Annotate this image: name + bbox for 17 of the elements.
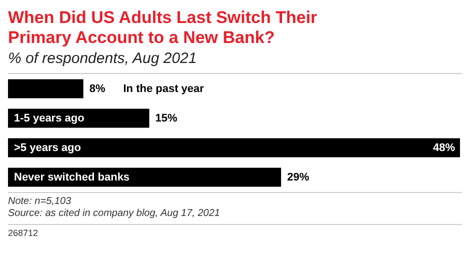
source-note: Source: as cited in company blog, Aug 17, 2021 [8,208,221,220]
data-label: 8% [89,82,106,95]
data-label: 48% [432,142,456,154]
text: 268712 [8,228,38,238]
bar [8,168,282,187]
text: Note: n=5,103 [8,196,72,208]
y-tick-label: In the past year [123,82,205,95]
data-label: 15% [155,112,178,124]
bar [8,79,84,98]
y-tick-label: Never switched banks [14,171,130,184]
bar [8,138,460,158]
chart-title: When Did US Adults Last Switch Their Primary Account to a New Bank? [8,8,318,48]
y-tick-label: >5 years ago [14,142,82,154]
bar [8,108,150,128]
chart-subtitle: % of respondents, Aug 2021 [8,50,198,67]
y-tick-label: 1-5 years ago [14,112,85,124]
data-label: 29% [287,171,310,184]
